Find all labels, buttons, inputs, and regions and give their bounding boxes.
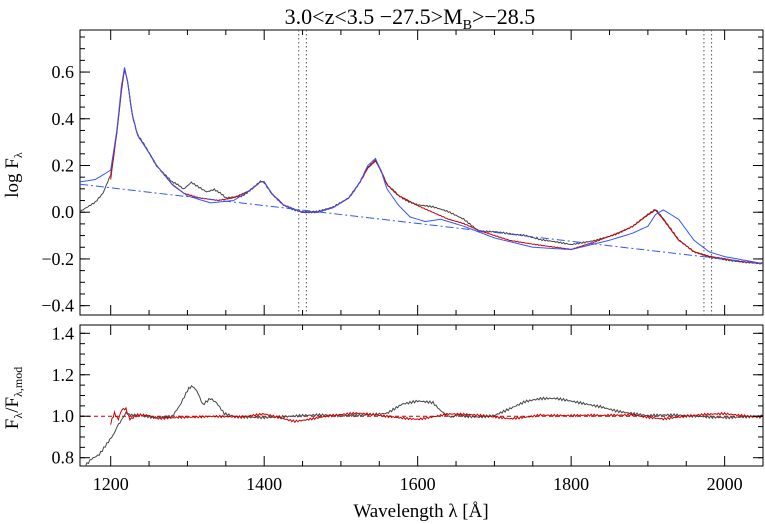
top-y-tick-label: 0.2 xyxy=(52,155,75,175)
bottom-y-tick-label: 1.2 xyxy=(52,365,75,385)
bottom-panel-plot: 1200 1400 1600 1800 2000 0.8 1.0 1.2 1.4 xyxy=(52,323,764,494)
top-y-tick-label: −0.2 xyxy=(41,249,74,269)
x-tick-label: 1400 xyxy=(246,474,282,494)
bottom-panel-frame xyxy=(79,324,764,467)
x-tick-label: 1800 xyxy=(553,474,589,494)
bottom-y-tick-label: 0.8 xyxy=(52,448,75,468)
x-tick-label: 1600 xyxy=(400,474,436,494)
top-y-tick-label: 0.6 xyxy=(52,62,75,82)
bottom-series-line-1 xyxy=(110,406,763,425)
top-y-tick-label: 0.0 xyxy=(52,202,75,222)
bottom-series-line-0 xyxy=(83,384,763,466)
top-panel-frame xyxy=(79,29,764,316)
x-tick-label: 1200 xyxy=(93,474,129,494)
top-y-tick-label: 0.4 xyxy=(52,109,75,129)
bottom-y-tick-label: 1.0 xyxy=(52,406,75,426)
bottom-panel-ylabel: Fλ/Fλ,mod xyxy=(2,367,25,429)
chart-title: 3.0<z<3.5 −27.5>MB>−28.5 xyxy=(285,4,536,33)
top-series-line-3 xyxy=(80,183,763,265)
top-series-line-2 xyxy=(80,67,763,265)
x-tick-label: 2000 xyxy=(707,474,743,494)
top-panel-plot: −0.4 −0.2 0.0 0.2 0.4 0.6 xyxy=(41,30,764,316)
top-panel-ylabel: log Fλ xyxy=(2,152,25,198)
top-series-line-0 xyxy=(80,67,763,265)
top-y-tick-label: −0.4 xyxy=(41,296,74,316)
bottom-y-tick-label: 1.4 xyxy=(52,323,75,343)
top-series-line-1 xyxy=(110,69,763,265)
x-axis-label: Wavelength λ [Å] xyxy=(353,501,488,522)
